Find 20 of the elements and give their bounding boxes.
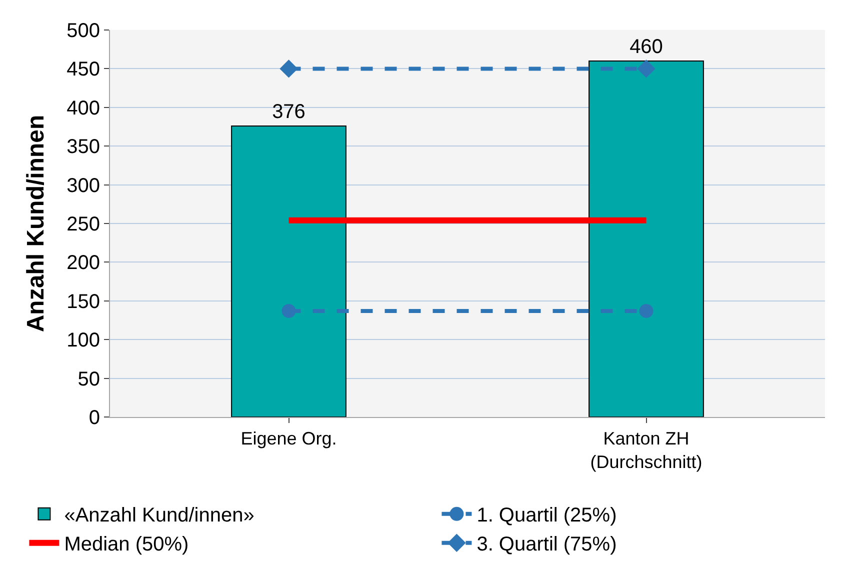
x-tick-label: Eigene Org. (240, 428, 337, 449)
data-label: 376 (272, 100, 306, 123)
y-tick-label: 400 (66, 97, 100, 120)
x-tick-label: Kanton ZH (Durchschnitt) (590, 428, 702, 472)
y-tick-label: 500 (66, 20, 100, 42)
y-tick-label: 0 (88, 407, 100, 429)
y-tick-label: 350 (66, 136, 100, 158)
legend-label: 1. Quartil (25%) (476, 504, 617, 527)
y-tick-label: 150 (66, 290, 100, 313)
y-tick-label: 100 (66, 330, 100, 352)
legend-label: Median (50%) (64, 534, 189, 556)
legend-label: «Anzahl Kund/innen» (64, 504, 254, 527)
data-label: 460 (630, 36, 663, 58)
y-axis-title: Anzahl Kund/innen (22, 114, 50, 332)
y-tick-label: 250 (66, 214, 100, 236)
y-tick-label: 300 (66, 174, 100, 197)
y-tick-label: 450 (66, 58, 100, 81)
y-tick-label: 50 (78, 368, 100, 390)
y-tick-label: 200 (66, 252, 100, 274)
legend-label: 3. Quartil (75%) (476, 534, 617, 556)
